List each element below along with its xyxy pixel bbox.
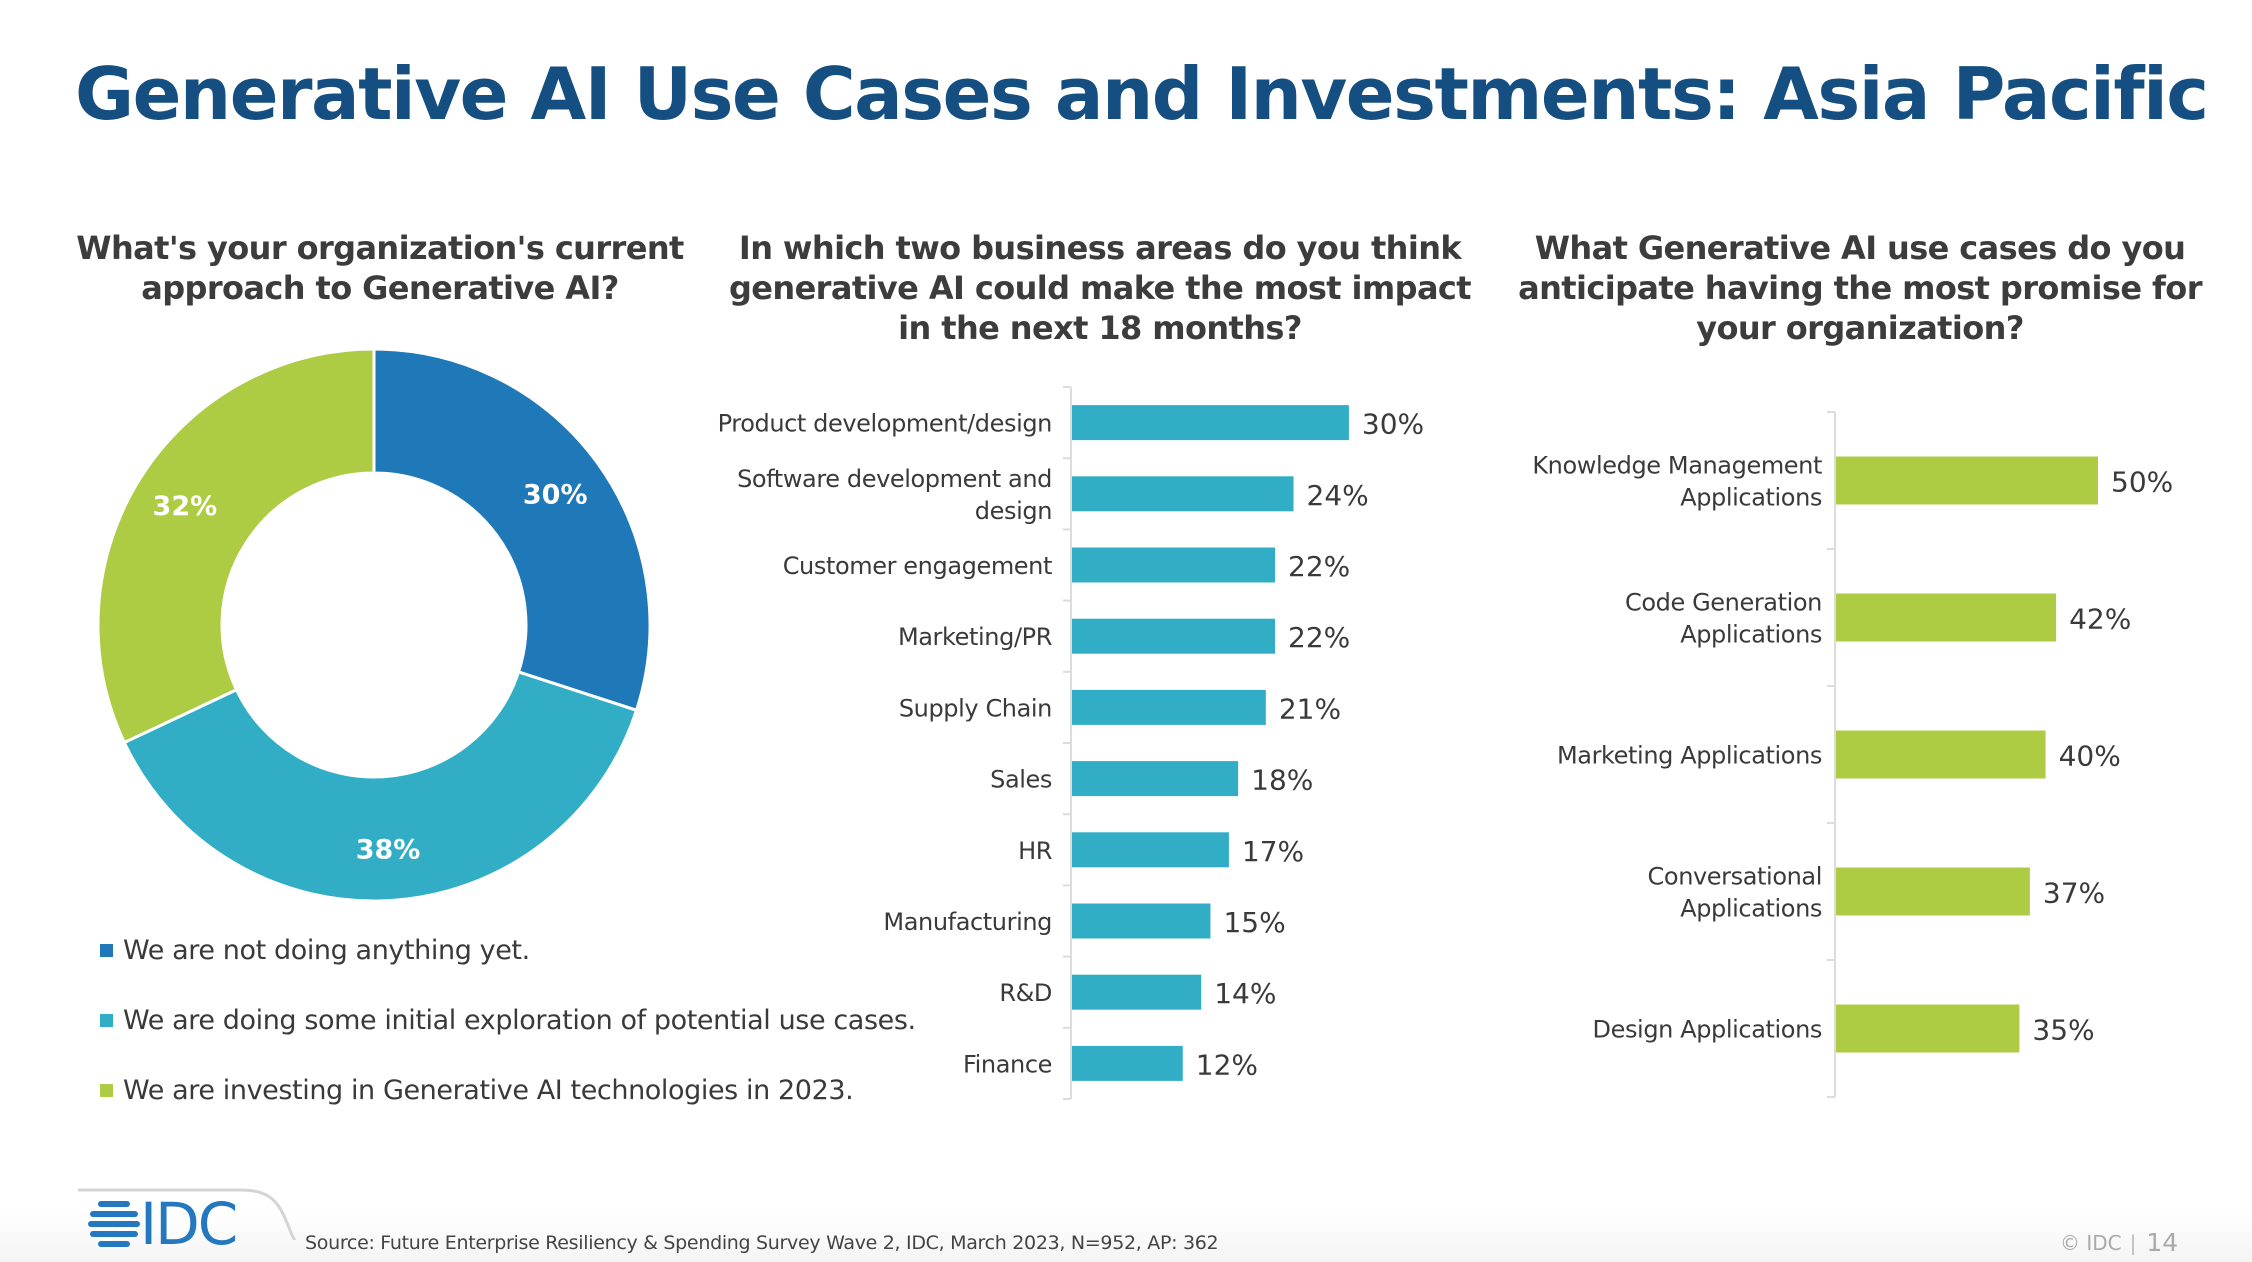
donut-slice — [372, 347, 652, 713]
bar-value-label: 12% — [1196, 1048, 1258, 1081]
bar-value-label: 42% — [2069, 603, 2131, 636]
bar — [1072, 903, 1211, 939]
legend-swatch-teal — [100, 1013, 113, 1027]
slide-title: Generative AI Use Cases and Investments:… — [75, 52, 2209, 136]
impact-chart-title: In which two business areas do you think… — [728, 229, 1472, 347]
bar — [1836, 1004, 2020, 1053]
bar — [1072, 1045, 1183, 1081]
legend-swatch-green — [100, 1083, 113, 1097]
bar — [1072, 618, 1276, 654]
legend-item: We are doing some initial exploration of… — [100, 985, 916, 1055]
category-label: Conversational — [1648, 863, 1822, 891]
legend-swatch-blue — [100, 943, 113, 957]
bar-value-label: 50% — [2111, 466, 2173, 499]
donut-slice — [96, 347, 376, 745]
category-label: design — [975, 497, 1052, 525]
category-label: Sales — [990, 766, 1052, 794]
legend-item: We are not doing anything yet. — [100, 915, 916, 985]
donut-slice — [122, 670, 639, 903]
legend-label: We are not doing anything yet. — [123, 934, 530, 966]
donut-legend: We are not doing anything yet. We are do… — [100, 915, 916, 1125]
bar-value-label: 40% — [2059, 740, 2121, 773]
category-label: Finance — [963, 1050, 1052, 1078]
category-label: Knowledge Management — [1532, 452, 1822, 480]
donut-slice-label: 30% — [523, 479, 588, 510]
category-label: R&D — [999, 979, 1052, 1007]
legend-label: We are investing in Generative AI techno… — [123, 1074, 854, 1106]
bar — [1836, 593, 2057, 642]
category-label: Applications — [1680, 484, 1822, 512]
copyright-text: © IDC — [2060, 1230, 2122, 1255]
category-label: Customer engagement — [783, 552, 1052, 580]
category-label: Code Generation — [1625, 589, 1822, 617]
footer-divider-line — [78, 1188, 297, 1240]
use-cases-chart-title: What Generative AI use cases do you anti… — [1518, 229, 2202, 347]
bar-value-label: 22% — [1288, 621, 1350, 654]
source-note: Source: Future Enterprise Resiliency & S… — [305, 1232, 1219, 1254]
idc-globe-icon — [88, 1201, 140, 1247]
category-label: Applications — [1680, 895, 1822, 923]
category-label: Manufacturing — [883, 908, 1052, 936]
bar-value-label: 22% — [1288, 550, 1350, 583]
bar — [1836, 456, 2098, 505]
category-label: Supply Chain — [899, 694, 1052, 722]
category-label: Marketing/PR — [898, 623, 1052, 651]
bar — [1072, 547, 1276, 583]
bar — [1836, 867, 2030, 916]
category-label: HR — [1018, 837, 1052, 865]
category-label: Marketing Applications — [1557, 742, 1822, 770]
idc-logo-text: IDC — [140, 1190, 238, 1258]
bar — [1072, 476, 1294, 512]
legend-label: We are doing some initial exploration of… — [123, 1004, 916, 1036]
copyright-separator: | — [2129, 1230, 2137, 1255]
donut-slice-label: 38% — [356, 835, 421, 866]
footer-background — [0, 1212, 2252, 1262]
category-label: Product development/design — [718, 410, 1052, 438]
idc-logo: IDC — [88, 1190, 238, 1258]
bar-value-label: 18% — [1251, 764, 1313, 797]
bar-value-label: 21% — [1279, 692, 1341, 725]
bar-value-label: 30% — [1362, 408, 1424, 441]
category-label: Applications — [1680, 621, 1822, 649]
page-number: 14 — [2146, 1228, 2179, 1257]
bar — [1836, 730, 2046, 779]
bar — [1072, 832, 1229, 868]
bar-value-label: 24% — [1307, 479, 1369, 512]
bar-value-label: 15% — [1223, 906, 1285, 939]
donut-slice-label: 32% — [153, 491, 218, 522]
bar-value-label: 35% — [2032, 1014, 2094, 1047]
copyright: © IDC | 14 — [2060, 1228, 2178, 1257]
bar-value-label: 14% — [1214, 977, 1276, 1010]
donut-chart-title: What's your organization's current appro… — [76, 229, 684, 307]
bar — [1072, 689, 1266, 725]
category-label: Software development and — [737, 465, 1052, 493]
bar — [1072, 405, 1349, 441]
category-label: Design Applications — [1593, 1016, 1823, 1044]
bar-value-label: 17% — [1242, 835, 1304, 868]
bar — [1072, 761, 1239, 797]
legend-item: We are investing in Generative AI techno… — [100, 1055, 916, 1125]
bar-value-label: 37% — [2043, 877, 2105, 910]
bar — [1072, 974, 1202, 1010]
